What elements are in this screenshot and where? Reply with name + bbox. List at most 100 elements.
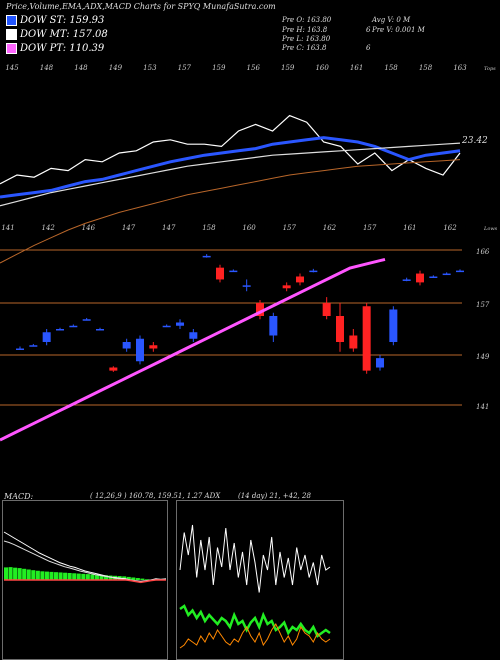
macd-histogram-bar <box>131 577 136 580</box>
candle-body <box>269 316 278 336</box>
bottom-tick-label: 146 <box>82 224 96 232</box>
bottom-tick-label: 147 <box>122 224 136 232</box>
candle-body <box>429 276 438 278</box>
candle-body <box>242 285 251 287</box>
candle-body <box>442 273 451 276</box>
macd-histogram-bar <box>140 578 145 580</box>
adx-line <box>179 604 331 638</box>
top-tick-label: 159 <box>212 64 226 72</box>
macd-line <box>3 540 167 582</box>
macd-histogram-bar <box>35 570 40 580</box>
top-tick-label: 145 <box>5 64 19 72</box>
macd-histogram-bar <box>58 572 63 580</box>
adx-line <box>179 524 331 593</box>
ema-value-label: 23.42 <box>461 136 488 146</box>
ema-line <box>0 142 461 207</box>
candle-body <box>416 273 424 283</box>
top-tick-label: 148 <box>74 64 88 72</box>
candle-body <box>402 279 411 281</box>
lows-label: Lows <box>483 226 498 232</box>
bottom-tick-label: 160 <box>242 224 256 232</box>
bottom-tick-label: 157 <box>363 224 377 232</box>
candle-body <box>189 332 198 339</box>
macd-histogram-bar <box>22 568 27 580</box>
candle-body <box>322 303 331 316</box>
legend-mt-swatch <box>6 29 17 40</box>
legend-pt-swatch <box>6 43 17 54</box>
candle-body <box>309 270 318 273</box>
candle-body <box>136 338 144 362</box>
top-tick-label: 158 <box>419 64 433 72</box>
candle-body <box>389 309 398 342</box>
macd-chart <box>2 500 168 660</box>
candle-body <box>122 342 131 349</box>
macd-histogram-bar <box>76 573 81 580</box>
legend-st: DOW ST: 159.93 <box>6 15 104 26</box>
adx-line <box>179 622 331 649</box>
bottom-tick-label: 157 <box>283 224 297 232</box>
candle-body <box>176 322 184 326</box>
price-tick-label: 166 <box>476 248 490 256</box>
macd-stats: ( 12,26,9 ) 160.78, 159.51, 1.27 ADX <box>90 492 221 500</box>
macd-histogram-bar <box>44 571 49 580</box>
macd-histogram-bar <box>126 576 131 580</box>
ema-line <box>0 159 461 264</box>
tops-label: Tops <box>484 66 496 72</box>
top-tick-label: 156 <box>247 64 261 72</box>
candle-body <box>149 345 158 349</box>
price-tick-label: 149 <box>476 353 490 361</box>
top-tick-label: 159 <box>281 64 295 72</box>
candle-body <box>256 303 264 316</box>
legend-pt-label: DOW PT: 110.39 <box>20 43 105 54</box>
legend-mt: DOW MT: 157.08 <box>6 29 108 40</box>
macd-histogram-bar <box>81 573 86 580</box>
pre-volume: Pre V: 0.001 M <box>372 26 425 34</box>
ohlc-extra-high: 6 <box>366 26 371 34</box>
candle-body <box>216 267 224 280</box>
macd-histogram-bar <box>49 571 54 580</box>
ema-line <box>0 114 461 185</box>
macd-histogram-bar <box>63 572 68 580</box>
macd-histogram-bar <box>31 570 36 580</box>
candle-body <box>29 345 38 347</box>
macd-histogram-bar <box>72 573 77 580</box>
candle-body <box>456 270 464 273</box>
legend-mt-label: DOW MT: 157.08 <box>20 29 108 40</box>
candle-body <box>16 348 24 350</box>
macd-line <box>4 579 166 584</box>
top-tick-label: 163 <box>453 64 467 72</box>
ohlc-extra-close: 6 <box>366 44 371 52</box>
candle-body <box>336 316 344 342</box>
bottom-tick-label: 162 <box>323 224 337 232</box>
macd-histogram-bar <box>54 572 59 580</box>
macd-histogram-bar <box>135 578 140 580</box>
legend-st-swatch <box>6 15 17 26</box>
adx-chart <box>176 500 344 660</box>
macd-histogram-bar <box>99 574 104 580</box>
top-tick-label: 158 <box>384 64 398 72</box>
candle-body <box>162 325 171 328</box>
legend-pt: DOW PT: 110.39 <box>6 43 104 54</box>
top-tick-label: 149 <box>109 64 123 72</box>
ohlc-high: Pre H: 163.8 <box>282 26 328 34</box>
top-tick-label: 160 <box>315 64 329 72</box>
chart-title: Price,Volume,EMA,ADX,MACD Charts for SPY… <box>6 2 276 11</box>
macd-histogram-bar <box>8 567 13 580</box>
candle-body <box>349 335 358 349</box>
ohlc-open: Pre O: 163.80 <box>282 16 332 24</box>
bottom-tick-label: 141 <box>1 224 14 232</box>
candle-body <box>109 367 118 371</box>
candle-body <box>56 329 64 331</box>
candle-body <box>69 325 78 328</box>
candle-body <box>42 332 51 342</box>
candle-body <box>82 319 91 321</box>
macd-histogram-bar <box>94 574 99 580</box>
macd-histogram-bar <box>40 571 45 580</box>
price-tick-label: 157 <box>476 301 490 309</box>
macd-title: MACD: <box>4 492 34 501</box>
bottom-tick-label: 158 <box>202 224 216 232</box>
candle-body <box>282 285 291 289</box>
candle-body <box>229 270 238 273</box>
top-tick-label: 157 <box>178 64 192 72</box>
candle-body <box>202 255 211 258</box>
